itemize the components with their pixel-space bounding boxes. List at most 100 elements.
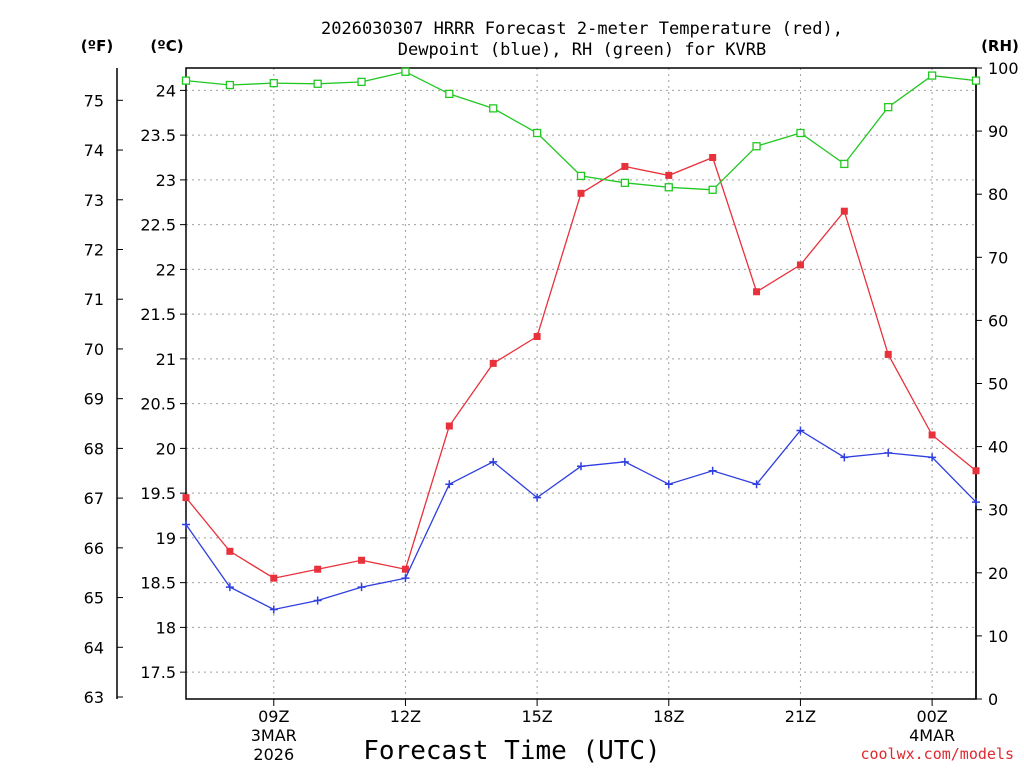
rh-point <box>796 128 805 138</box>
celsius-tick-label: 23.5 <box>140 126 176 145</box>
temperature-point <box>445 422 453 430</box>
x-tick-label: 00Z <box>916 707 947 726</box>
temperature-point <box>489 359 497 367</box>
temperature-point <box>533 333 541 341</box>
temperature-point <box>358 556 366 564</box>
axis-ticks: 17.5 18 18.5 19 19.5 20 20.5 21 21.5 22 22.5 23 23.5… <box>84 59 1019 764</box>
dewpoint-point <box>182 520 190 529</box>
rh-tick-label: 10 <box>988 627 1008 646</box>
x-axis-title: Forecast Time (UTC) <box>363 736 660 766</box>
temperature-point <box>709 154 717 162</box>
celsius-tick-label: 19.5 <box>140 484 176 503</box>
temperature-point <box>972 467 980 475</box>
fahrenheit-tick-label: 72 <box>84 240 104 259</box>
x-tick-year-label: 2026 <box>253 745 294 764</box>
rh-point <box>225 80 235 90</box>
rh-point <box>489 104 498 113</box>
dewpoint-point <box>664 480 673 489</box>
x-tick-label: 12Z <box>390 707 421 726</box>
rh-unit-label: (RH) <box>981 37 1019 55</box>
dewpoint-point <box>796 426 805 435</box>
fahrenheit-tick-label: 66 <box>84 539 104 558</box>
x-tick-date-label: 3MAR <box>251 726 297 745</box>
rh-tick-label: 70 <box>988 248 1008 267</box>
celsius-tick-label: 18.5 <box>140 574 176 593</box>
rh-tick-label: 30 <box>988 501 1008 520</box>
fahrenheit-tick-label: 73 <box>84 191 104 210</box>
dewpoint-point <box>489 457 498 466</box>
dewpoint-point <box>708 466 717 475</box>
x-tick-label: 18Z <box>653 707 684 726</box>
temperature-point <box>665 171 673 179</box>
temperature-point <box>314 565 322 573</box>
rh-point <box>840 159 849 169</box>
rh-tick-label: 80 <box>988 185 1008 204</box>
temperature-point <box>840 207 848 215</box>
celsius-tick-label: 22.5 <box>140 216 176 235</box>
rh-tick-label: 90 <box>988 122 1008 141</box>
credit-text: coolwx.com/models <box>860 745 1014 763</box>
rh-point <box>884 102 893 112</box>
rh-point <box>269 78 278 88</box>
dewpoint-point <box>620 457 629 466</box>
rh-tick-label: 40 <box>988 438 1008 457</box>
celsius-unit-label: (ºC) <box>150 37 183 55</box>
rh-point <box>181 76 191 85</box>
rh-point <box>532 128 542 138</box>
rh-point <box>313 79 322 88</box>
dewpoint-point <box>840 453 849 462</box>
celsius-tick-label: 20 <box>156 439 176 458</box>
x-tick-date-label: 4MAR <box>909 726 955 745</box>
temperature-point <box>796 261 804 269</box>
temperature-point <box>928 431 936 439</box>
dewpoint-point <box>357 583 366 592</box>
fahrenheit-tick-label: 64 <box>84 638 104 657</box>
celsius-tick-label: 22 <box>156 260 176 279</box>
celsius-tick-label: 17.5 <box>140 663 176 682</box>
fahrenheit-tick-label: 70 <box>84 340 104 359</box>
dewpoint-point <box>533 493 542 502</box>
fahrenheit-tick-label: 69 <box>84 390 104 409</box>
temperature-point <box>226 547 234 555</box>
chart-title-line1: 2026030307 HRRR Forecast 2-meter Tempera… <box>321 19 843 39</box>
celsius-tick-label: 18 <box>156 618 176 637</box>
temperature-point <box>753 288 761 296</box>
dewpoint-point <box>401 574 410 583</box>
x-tick-label: 21Z <box>785 707 816 726</box>
celsius-tick-label: 20.5 <box>140 395 176 414</box>
dewpoint-point <box>445 480 454 489</box>
data-series <box>181 67 981 614</box>
dewpoint-point <box>577 462 585 471</box>
x-tick-label: 09Z <box>258 707 289 726</box>
rh-point <box>752 142 761 151</box>
fahrenheit-unit-label: (ºF) <box>81 37 113 55</box>
celsius-tick-label: 24 <box>156 81 176 100</box>
dewpoint-point <box>884 448 893 457</box>
temperature-point <box>182 494 190 502</box>
rh-point <box>445 89 454 99</box>
temperature-point <box>270 574 278 582</box>
dewpoint-line <box>185 429 977 611</box>
fahrenheit-tick-label: 63 <box>84 688 104 707</box>
rh-point <box>927 71 937 80</box>
rh-point <box>401 67 410 76</box>
temperature-point <box>621 162 629 170</box>
celsius-tick-label: 21 <box>156 350 176 369</box>
rh-point <box>664 183 673 192</box>
dewpoint-point <box>269 605 278 614</box>
celsius-tick-label: 21.5 <box>140 305 176 324</box>
dewpoint-point <box>313 596 322 605</box>
rh-point <box>708 185 717 194</box>
fahrenheit-tick-label: 67 <box>84 489 104 508</box>
dewpoint-point <box>225 583 234 592</box>
dewpoint-point <box>752 480 761 489</box>
chart-title-line2: Dewpoint (blue), RH (green) for KVRB <box>398 40 766 60</box>
celsius-tick-label: 19 <box>156 529 176 548</box>
rh-tick-label: 100 <box>988 59 1019 78</box>
temperature-line <box>185 156 977 579</box>
plot-frame <box>185 67 977 700</box>
temperature-point <box>401 565 409 573</box>
rh-point <box>971 76 981 85</box>
fahrenheit-tick-label: 65 <box>84 589 104 608</box>
